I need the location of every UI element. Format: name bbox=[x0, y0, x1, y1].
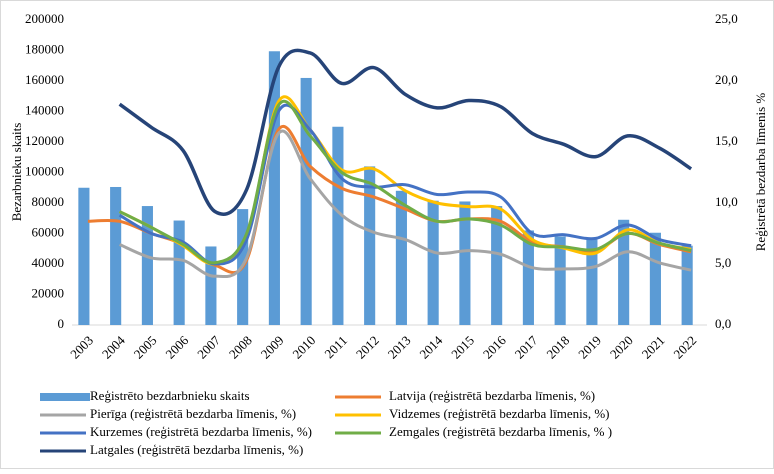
bar bbox=[205, 246, 217, 325]
bar bbox=[395, 190, 407, 325]
line bbox=[118, 99, 692, 265]
bar bbox=[522, 230, 534, 325]
line bbox=[119, 129, 692, 279]
bar bbox=[618, 219, 630, 325]
bar bbox=[268, 51, 280, 325]
bar bbox=[300, 77, 312, 325]
y-tick-label: 80000 bbox=[32, 194, 65, 209]
legend-label: Kurzemes (reģistrētā bezdarba līmenis, %… bbox=[90, 424, 312, 439]
bar bbox=[681, 245, 693, 325]
bar bbox=[364, 166, 376, 325]
legend-label: Zemgales (reģistrētā bezdarba līmenis, %… bbox=[389, 424, 612, 439]
y-tick-label: 180000 bbox=[25, 41, 64, 56]
y-tick-label: 0 bbox=[58, 316, 65, 331]
y2-tick-label: 25,0 bbox=[715, 11, 738, 26]
y-axis-title: Bezarbnieku skaits bbox=[9, 123, 24, 222]
bar bbox=[78, 187, 90, 325]
legend-label: Reģistrēto bezdarbnieku skaits bbox=[90, 388, 250, 403]
bar bbox=[554, 236, 566, 325]
legend-label: Latvija (reģistrētā bezdarba līmenis, %) bbox=[389, 388, 595, 403]
y-tick-label: 160000 bbox=[25, 72, 64, 87]
legend-swatch bbox=[40, 393, 90, 401]
bar bbox=[459, 201, 471, 325]
y2-tick-label: 20,0 bbox=[715, 72, 738, 87]
y-tick-label: 20000 bbox=[32, 285, 65, 300]
y2-axis-title: Reģistrētā bezdarba līmenis % bbox=[753, 93, 768, 252]
bar bbox=[173, 220, 185, 325]
y2-tick-label: 0,0 bbox=[715, 316, 731, 331]
y-tick-label: 140000 bbox=[25, 102, 64, 117]
y-tick-label: 100000 bbox=[25, 163, 64, 178]
y2-tick-label: 5,0 bbox=[715, 255, 731, 270]
legend-label: Latgales (reģistrētā bezdarba līmenis, %… bbox=[90, 442, 303, 457]
legend-label: Pierīga (reģistrētā bezdarba līmenis, %) bbox=[90, 406, 296, 421]
bar bbox=[332, 126, 344, 325]
bar bbox=[586, 239, 598, 325]
y-tick-label: 40000 bbox=[32, 255, 65, 270]
bar bbox=[649, 232, 661, 325]
y2-tick-label: 10,0 bbox=[715, 194, 738, 209]
line bbox=[118, 48, 693, 216]
bar bbox=[427, 200, 439, 325]
y-tick-label: 200000 bbox=[25, 11, 64, 26]
legend-label: Vidzemes (reģistrētā bezdarba līmenis, %… bbox=[389, 406, 610, 421]
y-tick-label: 120000 bbox=[25, 133, 64, 148]
y-tick-label: 60000 bbox=[32, 224, 65, 239]
bar bbox=[110, 186, 122, 325]
y2-tick-label: 15,0 bbox=[715, 133, 738, 148]
bar bbox=[491, 206, 503, 325]
bar bbox=[141, 206, 153, 325]
